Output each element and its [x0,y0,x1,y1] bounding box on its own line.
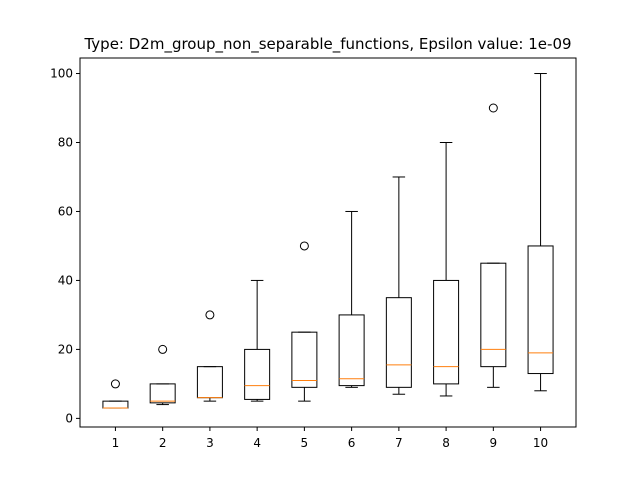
box [102,400,129,409]
chart-title: Type: D2m_group_non_separable_functions,… [83,35,571,54]
outlier-point [158,344,168,354]
x-tick-label: 9 [490,436,498,450]
y-tick-label: 100 [50,67,73,81]
box [385,297,412,388]
y-tick-label: 40 [58,273,73,287]
plot-area: 0 20 40 60 80 100 1 2 3 4 5 6 7 8 9 10 [50,67,554,450]
y-tick-label: 20 [58,342,73,356]
y-tick-label: 80 [58,135,73,149]
x-tick-label: 2 [159,436,167,450]
outlier-point [488,103,498,113]
box [291,331,318,388]
x-tick-label: 5 [301,436,309,450]
y-tick-label: 0 [65,411,73,425]
x-tick-label: 6 [348,436,356,450]
x-tick-label: 4 [253,436,261,450]
outlier-point [110,379,120,389]
box [244,348,271,400]
box [196,366,223,399]
x-tick-label: 3 [206,436,214,450]
box [527,245,554,375]
x-tick-label: 10 [533,436,548,450]
box [338,314,365,387]
x-tick-label: 7 [395,436,403,450]
box [149,383,176,404]
outlier-point [205,310,215,320]
x-tick-label: 8 [442,436,450,450]
x-tick-label: 1 [112,436,120,450]
box [433,279,460,385]
axes-frame [79,57,577,428]
y-tick-label: 60 [58,204,73,218]
outlier-point [299,241,309,251]
box [480,262,507,368]
